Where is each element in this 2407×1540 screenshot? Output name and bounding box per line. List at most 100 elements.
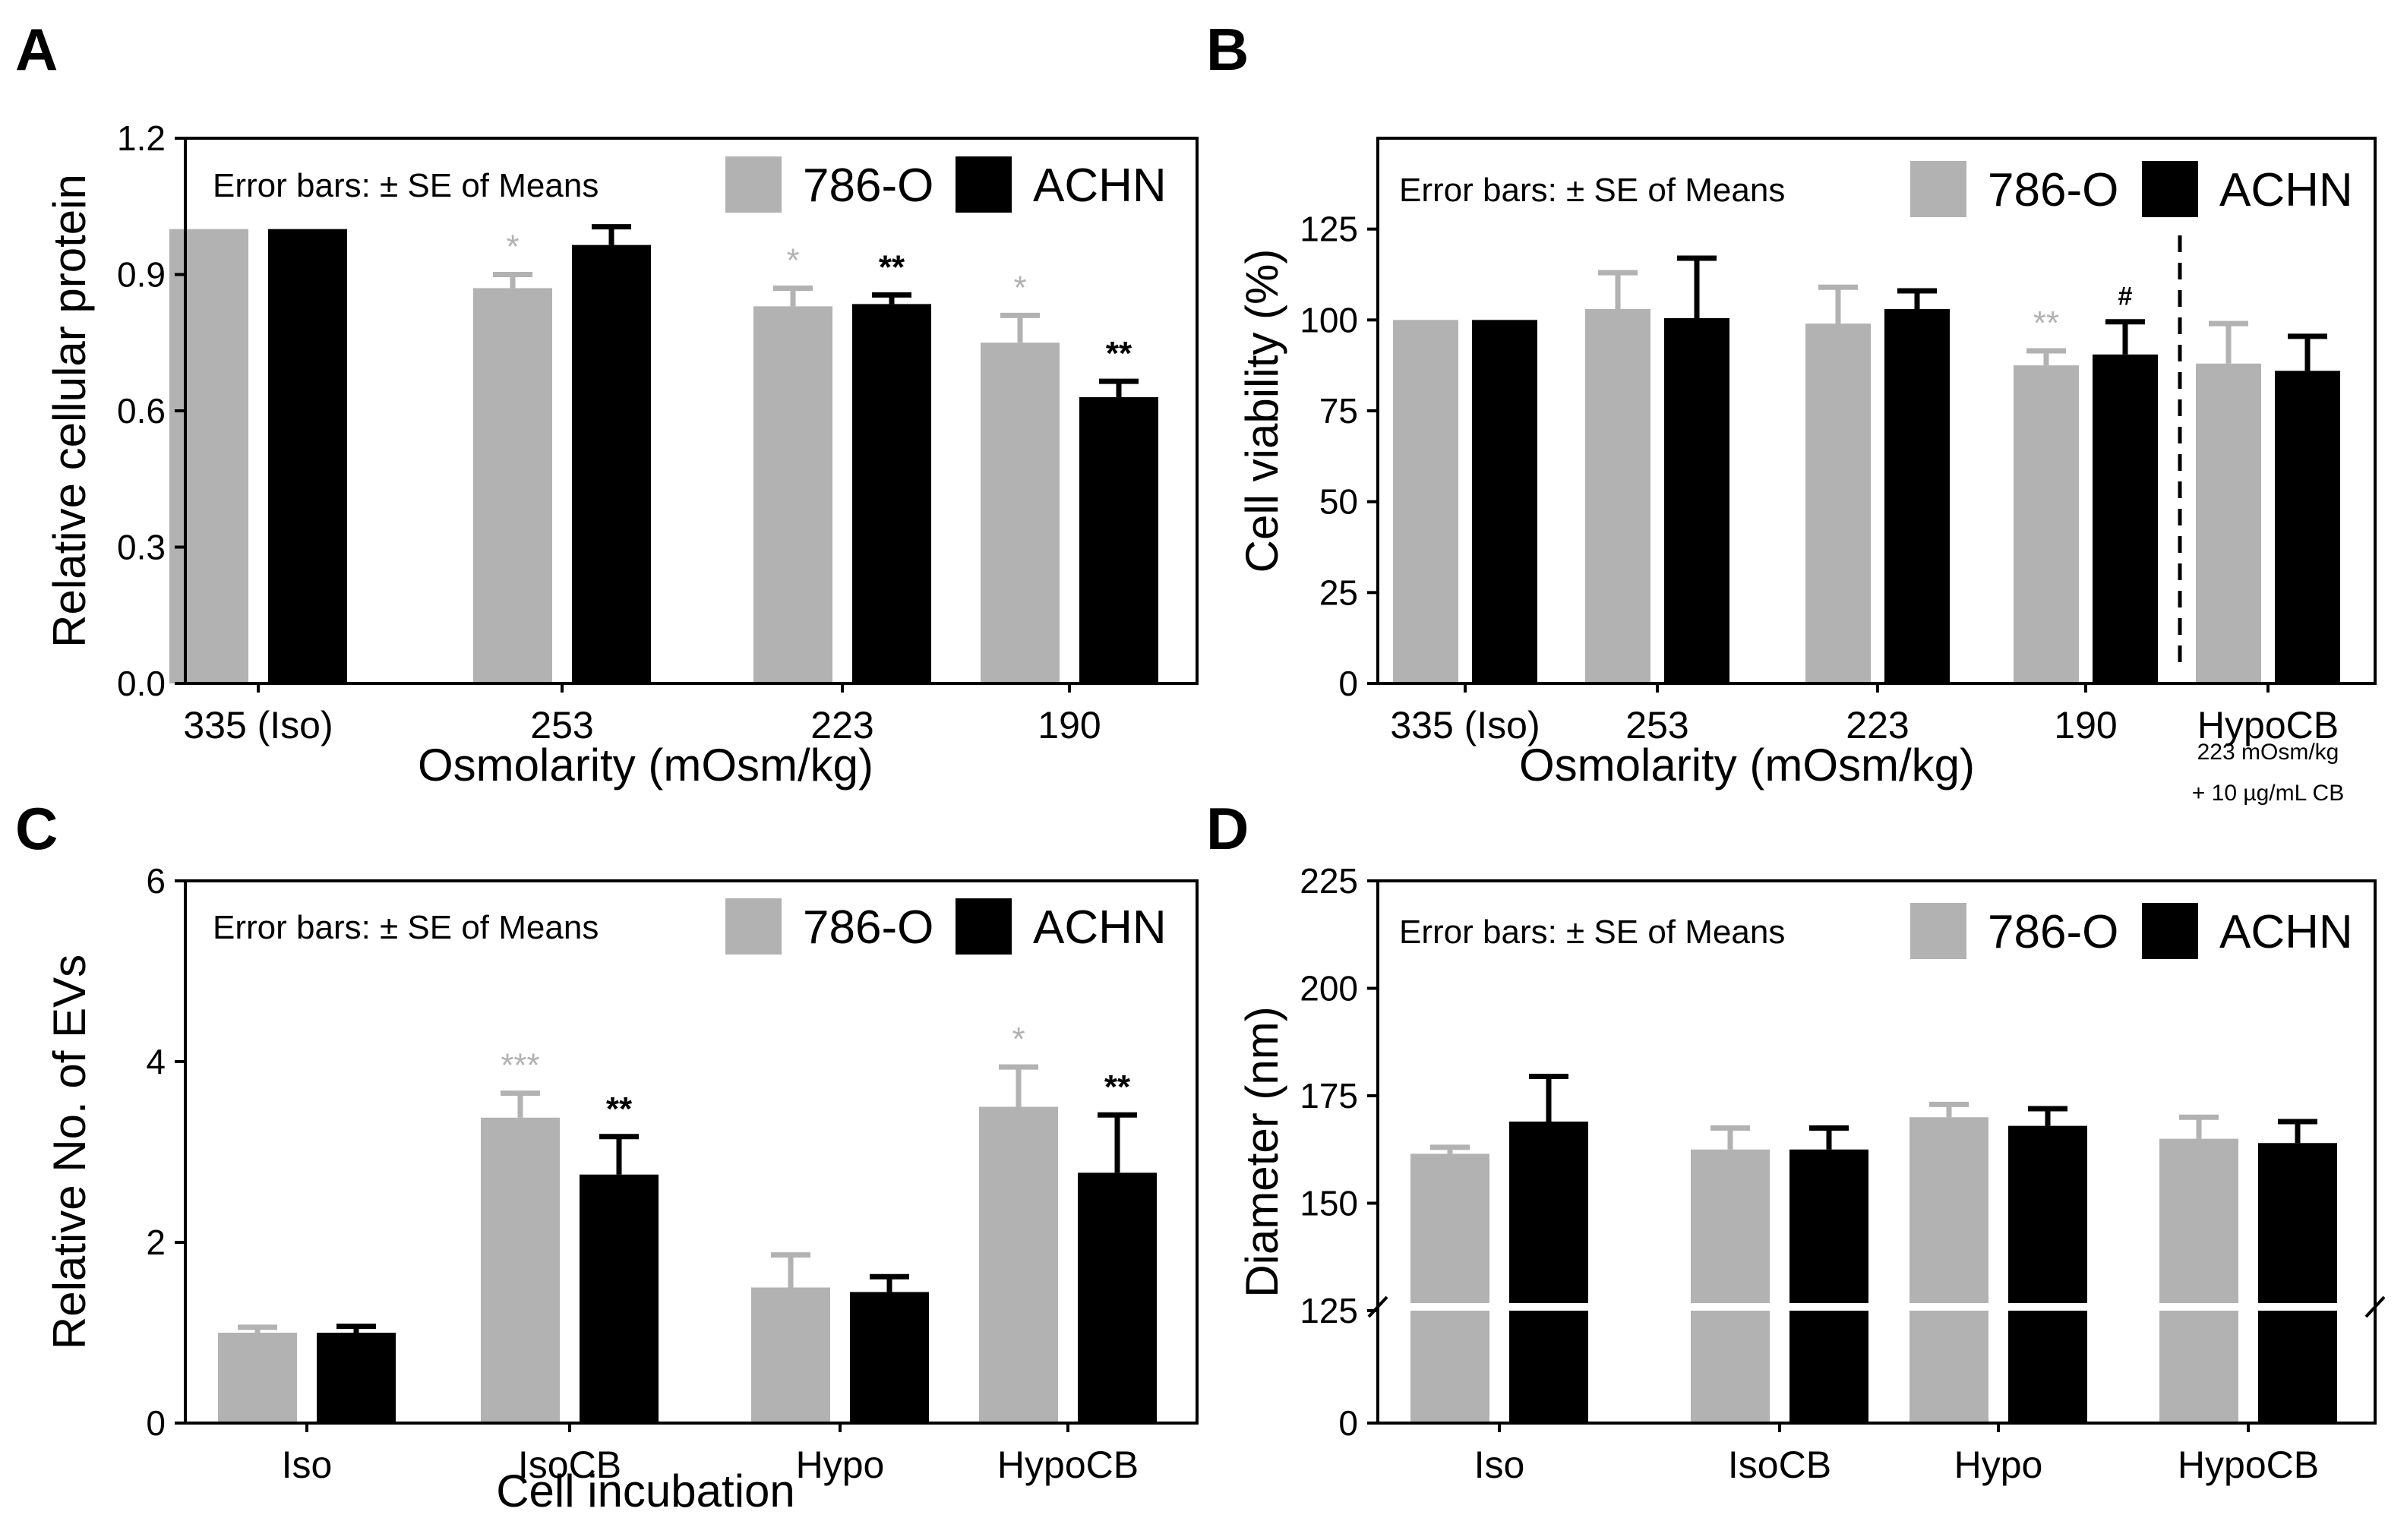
y-tick-label: 200	[1300, 969, 1358, 1008]
plot-frame	[1376, 879, 2377, 1425]
bar-786-o	[1585, 308, 1650, 683]
bar-786-o	[481, 1117, 560, 1423]
y-tick-label: 25	[1319, 573, 1358, 612]
y-tick-label: 175	[1300, 1076, 1358, 1116]
bar-achn	[1884, 308, 1950, 683]
y-tick-label: 0	[1338, 1403, 1358, 1443]
y-axis-title: Cell viability (%)	[1237, 249, 1287, 573]
bar-786-o	[1691, 1149, 1770, 1423]
y-tick-label: 1.2	[117, 118, 166, 158]
x-tick-label: 253	[1625, 704, 1688, 746]
y-axis-title: Relative cellular protein	[44, 174, 95, 648]
legend-swatch-786-o	[1910, 903, 1966, 959]
x-tick-label: HypoCB	[2197, 704, 2339, 746]
bar-achn	[580, 1174, 659, 1423]
legend-swatch-786-o	[725, 156, 782, 213]
category-note-line-1: 223 mOsm/kg	[2197, 740, 2339, 765]
bar-achn	[1509, 1121, 1588, 1423]
significance-marker: **	[606, 1090, 633, 1128]
x-axis-title: Osmolarity (mOsm/kg)	[1519, 740, 1975, 791]
error-bars-note: Error bars: ± SE of Means	[1399, 914, 1785, 951]
bar-786-o	[981, 342, 1060, 683]
significance-marker: *	[1012, 1021, 1025, 1058]
y-tick-label: 0.0	[117, 664, 166, 703]
significance-marker: *	[506, 229, 519, 266]
y-tick-label: 4	[146, 1042, 166, 1081]
bar-achn	[1078, 1172, 1157, 1423]
x-tick-label: Iso	[282, 1444, 333, 1486]
significance-marker: *	[1013, 269, 1026, 306]
panel-letter-b: B	[1206, 16, 1249, 83]
y-tick-label: 125	[1300, 210, 1358, 249]
category-note-line-2: + 10 µg/mL CB	[2192, 781, 2344, 806]
legend-swatch-achn	[956, 156, 1012, 213]
bar-achn	[2275, 371, 2340, 683]
bar-achn	[572, 245, 651, 683]
x-tick-label: 253	[530, 704, 593, 746]
bar-achn	[850, 1292, 929, 1423]
legend-swatch-786-o	[1910, 161, 1966, 217]
x-tick-label: 190	[1038, 704, 1101, 746]
y-tick-label: 0.3	[117, 528, 166, 567]
bar-achn	[2258, 1143, 2337, 1423]
significance-marker: **	[879, 248, 905, 286]
significance-marker: #	[2118, 282, 2133, 311]
bar-786-o	[753, 306, 832, 683]
x-axis-title: Cell incubation	[496, 1466, 795, 1516]
bar-achn	[2008, 1125, 2087, 1423]
error-bars-note: Error bars: ± SE of Means	[1399, 172, 1785, 209]
bar-786-o	[2196, 363, 2261, 683]
x-tick-label: Iso	[1474, 1444, 1525, 1486]
bar-achn	[2093, 354, 2158, 683]
panel-letter-a: A	[15, 16, 58, 83]
bar-achn	[852, 304, 931, 683]
significance-marker: **	[1104, 1068, 1131, 1106]
y-axis-title: Relative No. of EVs	[44, 955, 95, 1349]
bar-786-o	[979, 1106, 1058, 1423]
x-axis-title: Osmolarity (mOsm/kg)	[418, 740, 873, 791]
bar-786-o	[2159, 1138, 2238, 1423]
x-tick-label: IsoCB	[1728, 1444, 1831, 1486]
y-tick-label: 6	[146, 861, 166, 901]
significance-marker: ***	[501, 1047, 539, 1084]
bar-786-o	[473, 288, 552, 683]
x-tick-label: HypoCB	[2178, 1444, 2319, 1486]
y-tick-label: 50	[1319, 482, 1358, 522]
error-bars-note: Error bars: ± SE of Means	[213, 167, 599, 204]
bar-786-o	[169, 229, 248, 684]
x-tick-label: HypoCB	[997, 1444, 1139, 1486]
bar-786-o	[1410, 1153, 1489, 1423]
bar-786-o	[1393, 320, 1458, 683]
x-tick-label: 190	[2054, 704, 2117, 746]
legend-swatch-achn	[956, 898, 1012, 955]
bar-achn	[317, 1333, 396, 1423]
x-tick-label: 335 (Iso)	[183, 704, 333, 746]
x-tick-label: IsoCB	[518, 1444, 621, 1486]
panel-letter-d: D	[1206, 795, 1249, 862]
error-bars-note: Error bars: ± SE of Means	[213, 909, 599, 946]
legend-swatch-786-o	[725, 898, 782, 955]
x-tick-label: 335 (Iso)	[1390, 704, 1540, 746]
legend-label-achn: ACHN	[1033, 901, 1167, 954]
legend-label-786-o: 786-O	[803, 159, 933, 212]
y-tick-label: 75	[1319, 391, 1358, 431]
bar-786-o	[218, 1333, 297, 1423]
legend-swatch-achn	[2142, 903, 2198, 959]
legend-swatch-achn	[2142, 161, 2198, 217]
y-tick-label: 0.9	[117, 255, 166, 295]
bar-achn	[1664, 317, 1729, 683]
y-tick-label: 0.6	[117, 391, 166, 431]
axis-break-gap	[1379, 1303, 2374, 1311]
legend-label-achn: ACHN	[1033, 159, 1167, 212]
x-tick-label: 223	[1846, 704, 1909, 746]
bar-786-o	[751, 1287, 830, 1423]
legend-label-achn: ACHN	[2219, 906, 2353, 958]
plot-frame	[184, 879, 1199, 1425]
bar-achn	[268, 229, 347, 684]
legend-label-786-o: 786-O	[1988, 906, 2118, 958]
y-tick-label: 100	[1300, 300, 1358, 339]
legend-label-786-o: 786-O	[1988, 164, 2118, 216]
bar-achn	[1789, 1149, 1868, 1423]
panel-letter-c: C	[15, 795, 58, 862]
